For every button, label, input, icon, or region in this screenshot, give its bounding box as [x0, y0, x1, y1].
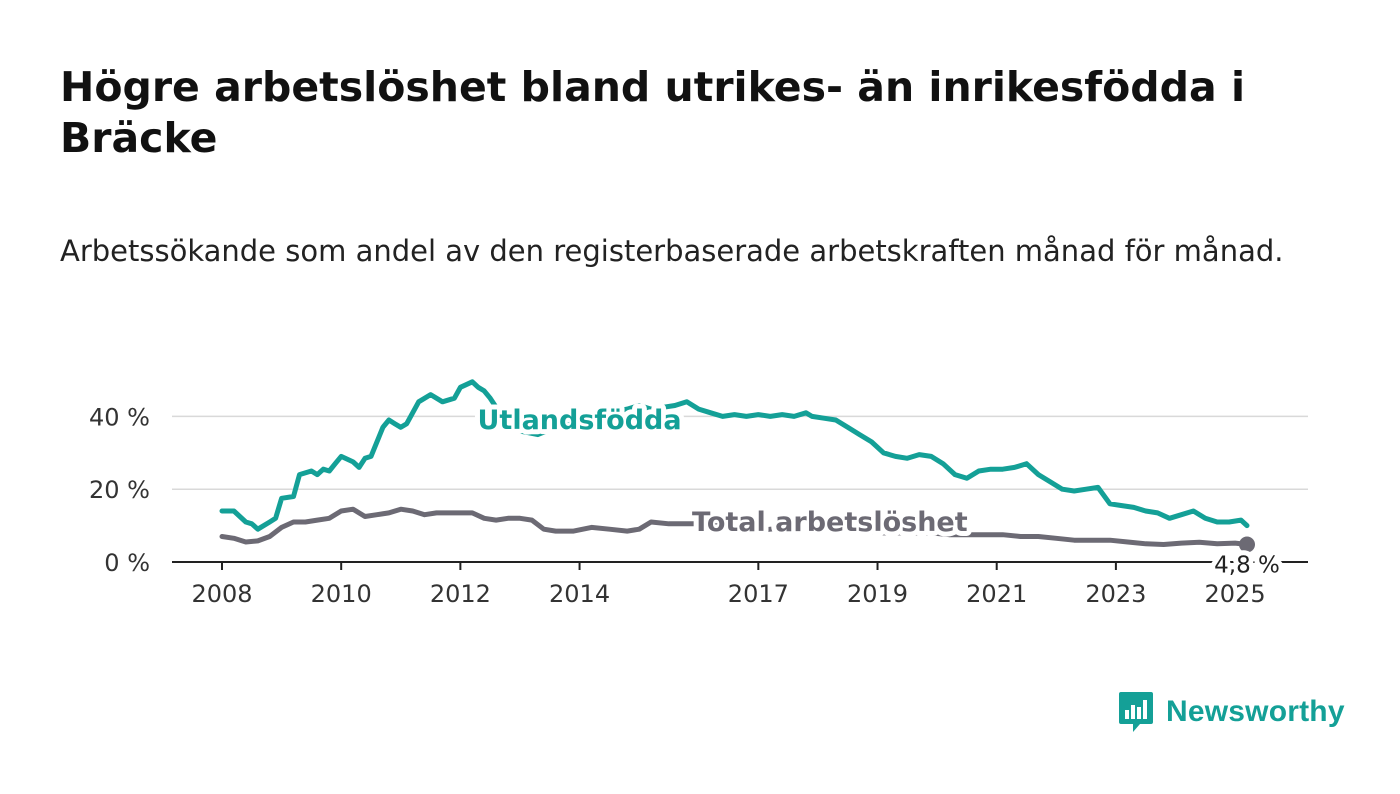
series-line-total: [219, 506, 1250, 547]
chart-title: Högre arbetslöshet bland utrikes- än inr…: [60, 63, 1245, 162]
x-tick-label: 2019: [847, 580, 908, 608]
x-tick-label: 2014: [549, 580, 610, 608]
newsworthy-logo: Newsworthy: [1118, 690, 1345, 734]
brand-name: Newsworthy: [1166, 695, 1345, 728]
x-tick-label: 2023: [1085, 580, 1146, 608]
series-label-total-halo: Total arbetslöshet: [692, 507, 968, 538]
series-label-total: Total arbetslöshet: [692, 507, 968, 538]
y-tick-label: 0 %: [104, 549, 150, 577]
x-tick-label: 2010: [311, 580, 372, 608]
axes: 0 % 20 % 40 % 2008 2010 2012 2014 2017 2019 2021 2…: [89, 403, 1308, 608]
end-point-marker: [1239, 536, 1255, 553]
x-tick-label: 2012: [430, 580, 491, 608]
x-tick-label: 2025: [1205, 580, 1266, 608]
x-tick-label: 2021: [966, 580, 1027, 608]
series-label-utlandsfodda-halo: Utlandsfödda: [478, 405, 682, 436]
chart-subtitle: Arbetssökande som andel av den registerb…: [60, 234, 1284, 268]
bar-chart-speech-bubble-icon: [1119, 692, 1153, 732]
y-tick-label: 40 %: [89, 403, 150, 431]
end-value-label: 4,8 %: [1214, 553, 1280, 579]
series-line-utlandsfodda: [219, 379, 1250, 532]
x-tick-label: 2008: [191, 580, 252, 608]
x-tick-label: 2017: [728, 580, 789, 608]
grid-lines: [172, 415, 1308, 490]
y-tick-label: 20 %: [89, 476, 150, 504]
series-lines: [219, 379, 1250, 547]
end-value-label-halo: 4,8 %: [1214, 553, 1280, 579]
series-label-utlandsfodda: Utlandsfödda: [478, 405, 682, 436]
